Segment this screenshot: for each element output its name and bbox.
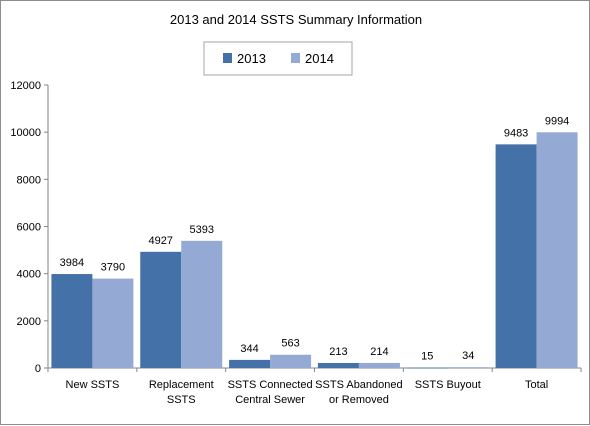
data-labels: 3984 3790 4927 5393 344 563 213 214 15 34 9483 9994 <box>60 115 570 362</box>
bar-2014 <box>92 278 134 368</box>
legend: 2013 2014 <box>203 41 353 76</box>
data-label: 563 <box>281 338 299 350</box>
data-label: 5393 <box>190 224 214 236</box>
bars <box>51 132 578 369</box>
data-label: 4927 <box>149 235 173 247</box>
bar-2013 <box>51 274 93 368</box>
bar-2014 <box>181 240 223 368</box>
category-label: Total <box>525 379 548 391</box>
bar-2013 <box>495 144 537 368</box>
bar-2014 <box>358 362 400 368</box>
data-label: 34 <box>462 350 474 362</box>
y-tick-label: 2000 <box>17 316 41 328</box>
data-label: 344 <box>240 343 258 355</box>
y-tick-label: 4000 <box>17 269 41 281</box>
data-label: 9483 <box>504 127 528 139</box>
chart-title: 2013 and 2014 SSTS Summary Information <box>170 12 422 27</box>
data-label: 3984 <box>60 257 84 269</box>
y-tick-label: 0 <box>35 363 41 375</box>
category-label: SSTS Connected Central Sewer <box>228 379 313 406</box>
legend-swatch-2014 <box>291 53 300 63</box>
bar-2014 <box>447 367 489 368</box>
category-label: SSTS Buyout <box>415 379 481 391</box>
bar-2014 <box>536 132 578 368</box>
category-label: Replacement SSTS <box>149 379 214 406</box>
bar-2013 <box>140 251 182 368</box>
data-label: 9994 <box>545 115 569 127</box>
y-tick-label: 10000 <box>10 127 41 139</box>
legend-label-2014: 2014 <box>305 51 334 66</box>
legend-label-2013: 2013 <box>237 51 266 66</box>
axes: 0 2000 4000 6000 8000 10000 12000 New SSTS Repla… <box>10 80 582 406</box>
category-label: New SSTS <box>66 379 120 391</box>
legend-swatch-2013 <box>223 53 232 63</box>
data-label: 214 <box>370 346 388 358</box>
y-tick-label: 6000 <box>17 222 41 234</box>
bar-2013 <box>406 367 448 369</box>
bar-2013 <box>229 359 271 368</box>
data-label: 3790 <box>101 262 125 274</box>
category-label: SSTS Abandoned or Removed <box>315 379 402 406</box>
data-label: 213 <box>329 346 347 358</box>
bar-2014 <box>270 354 312 368</box>
bar-2013 <box>317 362 359 368</box>
data-label: 15 <box>421 351 433 363</box>
y-tick-label: 12000 <box>10 80 41 92</box>
y-tick-label: 8000 <box>17 174 41 186</box>
